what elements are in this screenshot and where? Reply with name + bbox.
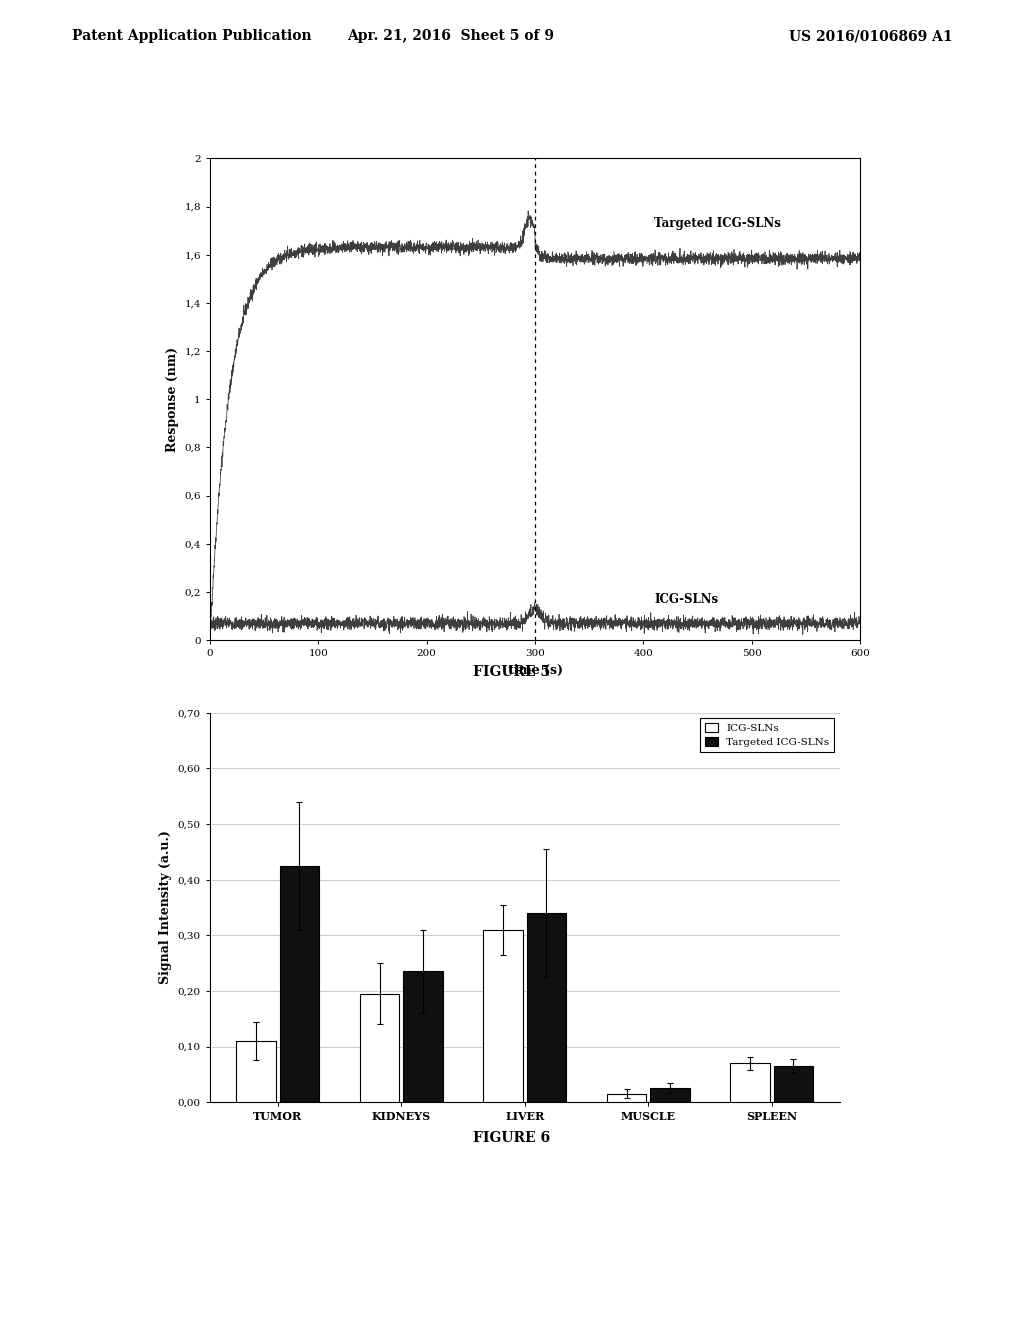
Text: US 2016/0106869 A1: US 2016/0106869 A1 [788, 29, 952, 44]
Text: Apr. 21, 2016  Sheet 5 of 9: Apr. 21, 2016 Sheet 5 of 9 [347, 29, 554, 44]
Bar [280, 866, 319, 1102]
Bar [730, 1064, 770, 1102]
Bar [360, 994, 399, 1102]
Text: FIGURE 6: FIGURE 6 [473, 1131, 551, 1146]
Y-axis label: Response (nm): Response (nm) [166, 347, 179, 451]
Text: FIGURE 5: FIGURE 5 [473, 665, 551, 678]
Text: Patent Application Publication: Patent Application Publication [72, 29, 311, 44]
X-axis label: time (s): time (s) [508, 664, 562, 677]
Bar [237, 1041, 276, 1102]
Bar [483, 929, 523, 1102]
Bar [607, 1094, 646, 1102]
Bar [403, 972, 442, 1102]
Bar [650, 1088, 689, 1102]
Text: ICG-SLNs: ICG-SLNs [654, 593, 719, 606]
Bar [526, 913, 566, 1102]
Y-axis label: Signal Intensity (a.u.): Signal Intensity (a.u.) [159, 830, 172, 985]
Legend: ICG-SLNs, Targeted ICG-SLNs: ICG-SLNs, Targeted ICG-SLNs [700, 718, 835, 752]
Text: Targeted ICG-SLNs: Targeted ICG-SLNs [654, 216, 781, 230]
Bar [773, 1067, 813, 1102]
